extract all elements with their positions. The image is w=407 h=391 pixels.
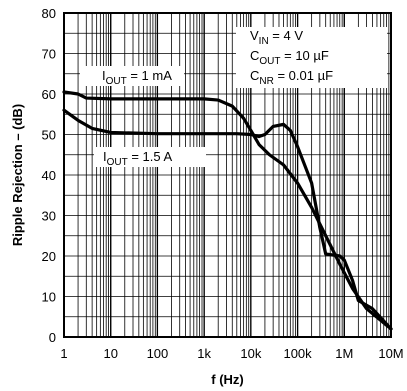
x-tick-label: 1k	[197, 346, 211, 361]
y-axis-ticks: 0 10 20 30 40 50 60 70 80	[42, 6, 56, 345]
condition-label: VIN = 4 V	[250, 28, 303, 47]
y-axis-title: Ripple Rejection – (dB)	[10, 104, 25, 246]
x-tick-label: 10k	[240, 346, 261, 361]
y-tick-label: 40	[42, 168, 56, 183]
condition-label: COUT = 10 µF	[250, 48, 329, 67]
x-tick-label: 10M	[378, 346, 403, 361]
series-label-box	[94, 147, 206, 167]
y-tick-label: 50	[42, 128, 56, 143]
series	[62, 90, 393, 331]
y-tick-label: 80	[42, 6, 56, 21]
series-label-box	[80, 66, 184, 86]
x-tick-label: 1M	[335, 346, 353, 361]
x-axis-title: f (Hz)	[211, 372, 244, 387]
plot-frame	[63, 12, 392, 338]
x-tick-label: 1	[60, 346, 67, 361]
series-line-1	[62, 90, 393, 331]
y-tick-label: 60	[42, 87, 56, 102]
series-line-2	[62, 108, 393, 331]
y-tick-label: 20	[42, 249, 56, 264]
y-tick-label: 30	[42, 209, 56, 224]
y-tick-label: 0	[49, 330, 56, 345]
x-tick-label: 100	[147, 346, 169, 361]
conditions-box	[236, 27, 387, 88]
series-label-2: IOUT = 1.5 A	[103, 149, 173, 168]
y-tick-label: 10	[42, 290, 56, 305]
y-tick-label: 70	[42, 47, 56, 62]
condition-label: CNR = 0.01 µF	[250, 68, 333, 87]
x-tick-label: 100k	[283, 346, 312, 361]
x-axis-ticks: 1 10 100 1k 10k 100k 1M 10M	[60, 346, 403, 361]
x-tick-label: 10	[103, 346, 117, 361]
series-label-1: IOUT = 1 mA	[102, 68, 172, 87]
